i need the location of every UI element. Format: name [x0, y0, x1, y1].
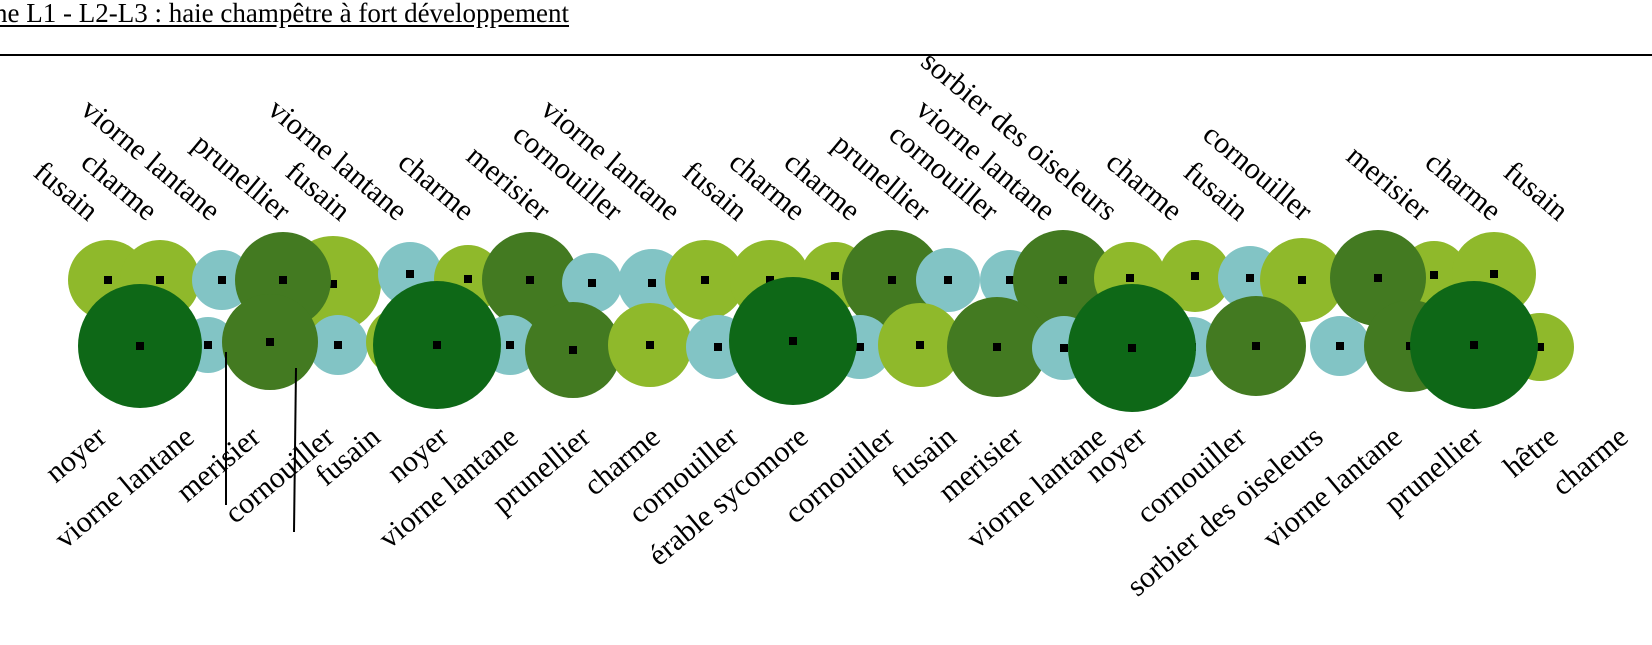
plant-center-dot — [1252, 342, 1260, 350]
leader-lines — [0, 54, 1652, 533]
plant-center-dot — [1536, 343, 1544, 351]
plant-center-dot — [506, 341, 514, 349]
plant-center-dot — [204, 341, 212, 349]
plant-center-dot — [1060, 344, 1068, 352]
plant-center-dot — [1336, 342, 1344, 350]
plant-center-dot — [588, 279, 596, 287]
bottom-species-label: noyer — [39, 420, 113, 489]
plant-center-dot — [701, 276, 709, 284]
plant-center-dot — [218, 276, 226, 284]
plant-center-dot — [1298, 276, 1306, 284]
plant-center-dot — [1128, 344, 1136, 352]
plant-center-dot — [1490, 270, 1498, 278]
plant-center-dot — [156, 276, 164, 284]
plant-center-dot — [888, 276, 896, 284]
plant-center-dot — [266, 338, 274, 346]
plant-center-dot — [916, 341, 924, 349]
plant-center-dot — [646, 341, 654, 349]
plant-center-dot — [648, 279, 656, 287]
plant-center-dot — [856, 343, 864, 351]
plant-center-dot — [1374, 274, 1382, 282]
plant-center-dot — [789, 337, 797, 345]
plants-layer — [68, 230, 1574, 412]
leader-line — [293, 367, 297, 533]
plant-center-dot — [1126, 274, 1134, 282]
plant-center-dot — [993, 343, 1001, 351]
plant-center-dot — [1059, 276, 1067, 284]
plant-center-dot — [944, 276, 952, 284]
plant-center-dot — [766, 276, 774, 284]
plant-center-dot — [433, 341, 441, 349]
plant-center-dot — [329, 280, 337, 288]
plant-center-dot — [1191, 272, 1199, 280]
plant-center-dot — [1246, 274, 1254, 282]
top-species-label: charme — [1419, 145, 1508, 227]
bottom-species-label: charme — [1546, 420, 1635, 502]
plant-center-dot — [714, 343, 722, 351]
plant-center-dot — [831, 272, 839, 280]
top-species-label: merisier — [1340, 139, 1437, 227]
plant-center-dot — [464, 275, 472, 283]
plant-center-dot — [334, 341, 342, 349]
plant-center-dot — [526, 276, 534, 284]
plant-center-dot — [104, 276, 112, 284]
top-species-label: charme — [1100, 145, 1189, 227]
plant-center-dot — [406, 270, 414, 278]
plant-center-dot — [136, 342, 144, 350]
plant-center-dot — [1470, 341, 1478, 349]
plant-center-dot — [279, 276, 287, 284]
plan-title: ne L1 - L2-L3 : haie champêtre à fort dé… — [0, 0, 570, 28]
plant-center-dot — [1430, 271, 1438, 279]
top-species-label: fusain — [1497, 155, 1574, 227]
plant-center-dot — [1006, 276, 1014, 284]
plant-center-dot — [1406, 342, 1414, 350]
plant-center-dot — [569, 346, 577, 354]
